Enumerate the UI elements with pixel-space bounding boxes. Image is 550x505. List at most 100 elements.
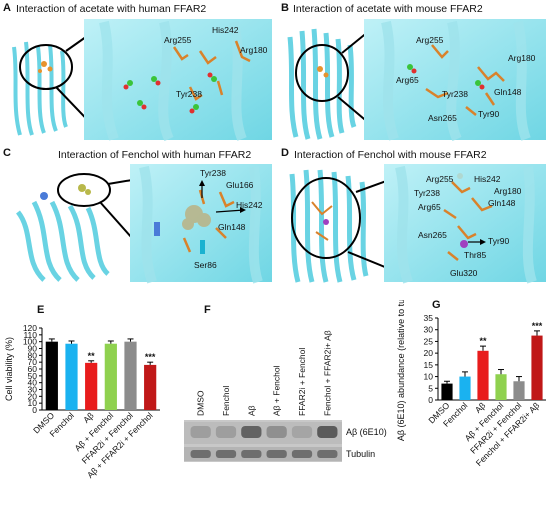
y-tick-label: 25: [424, 336, 434, 346]
y-tick-label: 110: [23, 330, 37, 340]
lane-label: Aβ + Fenchol: [272, 365, 282, 416]
band-abeta: [266, 426, 287, 438]
significance-label: **: [88, 351, 96, 361]
panel-f-label: F: [204, 304, 211, 316]
bar: [459, 376, 471, 400]
y-tick-label: 20: [424, 348, 434, 358]
bar: [65, 343, 78, 410]
zoom-circle: [291, 177, 361, 259]
y-tick-label: 80: [28, 350, 38, 360]
y-tick-label: 15: [424, 360, 434, 370]
residue-label: Gln148: [218, 222, 246, 232]
y-tick-label: 10: [28, 398, 38, 408]
residue-label: His242: [236, 200, 263, 210]
y-tick-label: 40: [28, 378, 38, 388]
zoom-circle: [57, 173, 111, 207]
residue-label: Thr85: [464, 250, 486, 260]
band-tubulin: [190, 450, 211, 458]
band-abeta: [190, 426, 211, 438]
residue-label: Tyr238: [200, 168, 226, 178]
lane-label: DMSO: [196, 390, 206, 416]
band-tubulin: [266, 450, 287, 458]
band-tubulin: [241, 450, 262, 458]
significance-label: ***: [145, 352, 156, 362]
bar: [104, 343, 117, 410]
panel-a-image: Arg255 His242 Arg180 Tyr238: [4, 17, 274, 142]
band-tubulin: [215, 450, 237, 458]
residue-label: Asn265: [418, 230, 447, 240]
blot-svg: DMSO Fenchol Aβ Aβ + Fenchol FFAR2i + Fencho…: [184, 330, 342, 462]
residue-label: Arg255: [164, 35, 192, 45]
residue-label: His242: [474, 174, 501, 184]
residue-label: Asn265: [428, 113, 457, 123]
y-tick-label: 20: [28, 391, 38, 401]
y-tick-label: 70: [28, 357, 38, 367]
residue-label: Arg180: [494, 186, 522, 196]
y-tick-label: 90: [28, 344, 38, 354]
y-tick-label: 0: [32, 405, 37, 415]
residue-label: His242: [212, 25, 239, 35]
band-tubulin: [317, 450, 338, 458]
bar: [124, 341, 137, 410]
residue-label: Gln148: [494, 87, 522, 97]
y-tick-label: 30: [28, 385, 38, 395]
y-tick-label: 120: [23, 323, 37, 333]
band-label-tubulin: Tubulin: [346, 449, 376, 459]
bar: [531, 335, 543, 400]
y-tick-label: 50: [28, 371, 38, 381]
residue-label: Arg180: [508, 53, 536, 63]
y-tick-label: 60: [28, 364, 38, 374]
significance-label: **: [479, 336, 487, 346]
panel-b-label: B: [281, 2, 289, 14]
panel-c-title: Interaction of Fenchol with human FFAR2: [58, 149, 252, 161]
panel-d-image: Arg255 His242 Tyr238 Arg180 Arg65 Gln148…: [282, 162, 548, 284]
panel-c-label: C: [3, 147, 11, 159]
bar: [495, 374, 507, 400]
panel-b-image: Arg255 Arg65 Arg180 Tyr238 Gln148 Tyr90 …: [282, 17, 548, 142]
residue-label: Gln148: [488, 198, 516, 208]
panel-g-label: G: [432, 299, 441, 311]
bar: [513, 381, 525, 400]
panel-a-title: Interaction of acetate with human FFAR2: [16, 3, 207, 15]
residue-label: Ser86: [194, 260, 217, 270]
y-tick-label: 100: [23, 337, 37, 347]
residue-label: Tyr238: [414, 188, 440, 198]
bar: [45, 341, 58, 410]
zoom-circle: [295, 44, 349, 102]
panel-d-label: D: [281, 147, 289, 159]
residue-label: Glu166: [226, 180, 254, 190]
band-label-abeta: Aβ (6E10): [346, 427, 387, 437]
lane-label: Aβ: [246, 405, 256, 416]
bar: [477, 350, 489, 400]
residue-label: Arg65: [418, 202, 441, 212]
y-tick-label: 35: [424, 313, 434, 323]
y-tick-label: 5: [428, 383, 433, 393]
bar: [144, 364, 157, 410]
band-abeta: [241, 426, 262, 438]
y-tick-label: 10: [424, 372, 434, 382]
residue-label: Glu320: [450, 268, 478, 278]
lane-label: Fenchol + FFAR2i+ Aβ: [322, 330, 332, 416]
significance-label: ***: [532, 321, 543, 331]
panel-e-label: E: [37, 304, 45, 316]
band-abeta: [291, 426, 313, 438]
residue-label: Tyr90: [478, 109, 500, 119]
y-tick-label: 0: [428, 395, 433, 405]
zoom-circle: [19, 44, 73, 90]
y-tick-label: 30: [424, 325, 434, 335]
residue-label: Tyr90: [488, 236, 510, 246]
residue-label: Arg180: [240, 45, 268, 55]
panel-d-title: Interaction of Fenchol with mouse FFAR2: [294, 149, 487, 161]
residue-label: Arg65: [396, 75, 419, 85]
bar: [85, 362, 98, 410]
y-axis-label: Aβ (6E10) abundance (relative to tubulin…: [396, 300, 406, 441]
lane-label: Fenchol: [221, 386, 231, 416]
western-blot: DMSO Fenchol Aβ Aβ + Fenchol FFAR2i + Fencho…: [180, 300, 390, 500]
bar: [441, 383, 453, 400]
panel-b-title: Interaction of acetate with mouse FFAR2: [293, 3, 483, 15]
residue-label: Tyr238: [442, 89, 468, 99]
lane-label: FFAR2i + Fenchol: [297, 348, 307, 416]
panel-a-label: A: [3, 2, 11, 14]
